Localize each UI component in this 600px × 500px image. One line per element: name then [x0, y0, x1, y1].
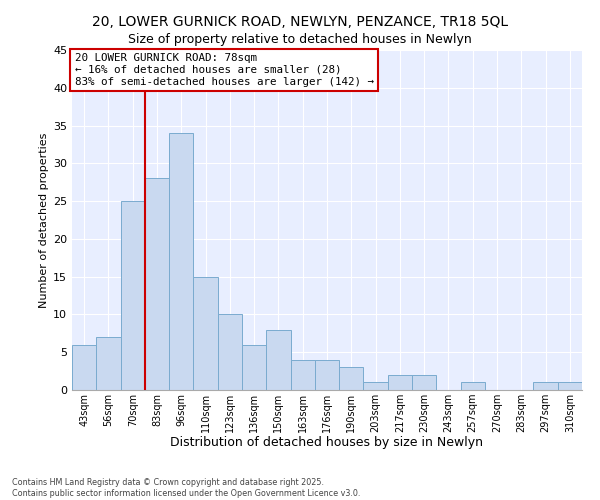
Text: 20 LOWER GURNICK ROAD: 78sqm
← 16% of detached houses are smaller (28)
83% of se: 20 LOWER GURNICK ROAD: 78sqm ← 16% of de…: [74, 54, 374, 86]
Bar: [242, 344, 266, 390]
Bar: [315, 360, 339, 390]
Bar: [461, 382, 485, 390]
Bar: [388, 375, 412, 390]
Bar: [412, 375, 436, 390]
Text: 20, LOWER GURNICK ROAD, NEWLYN, PENZANCE, TR18 5QL: 20, LOWER GURNICK ROAD, NEWLYN, PENZANCE…: [92, 15, 508, 29]
X-axis label: Distribution of detached houses by size in Newlyn: Distribution of detached houses by size …: [170, 436, 484, 450]
Bar: [121, 201, 145, 390]
Bar: [558, 382, 582, 390]
Bar: [290, 360, 315, 390]
Bar: [533, 382, 558, 390]
Bar: [218, 314, 242, 390]
Bar: [339, 368, 364, 390]
Bar: [145, 178, 169, 390]
Bar: [364, 382, 388, 390]
Bar: [96, 337, 121, 390]
Bar: [72, 344, 96, 390]
Text: Contains HM Land Registry data © Crown copyright and database right 2025.
Contai: Contains HM Land Registry data © Crown c…: [12, 478, 361, 498]
Bar: [169, 133, 193, 390]
Bar: [193, 276, 218, 390]
Y-axis label: Number of detached properties: Number of detached properties: [39, 132, 49, 308]
Text: Size of property relative to detached houses in Newlyn: Size of property relative to detached ho…: [128, 32, 472, 46]
Bar: [266, 330, 290, 390]
